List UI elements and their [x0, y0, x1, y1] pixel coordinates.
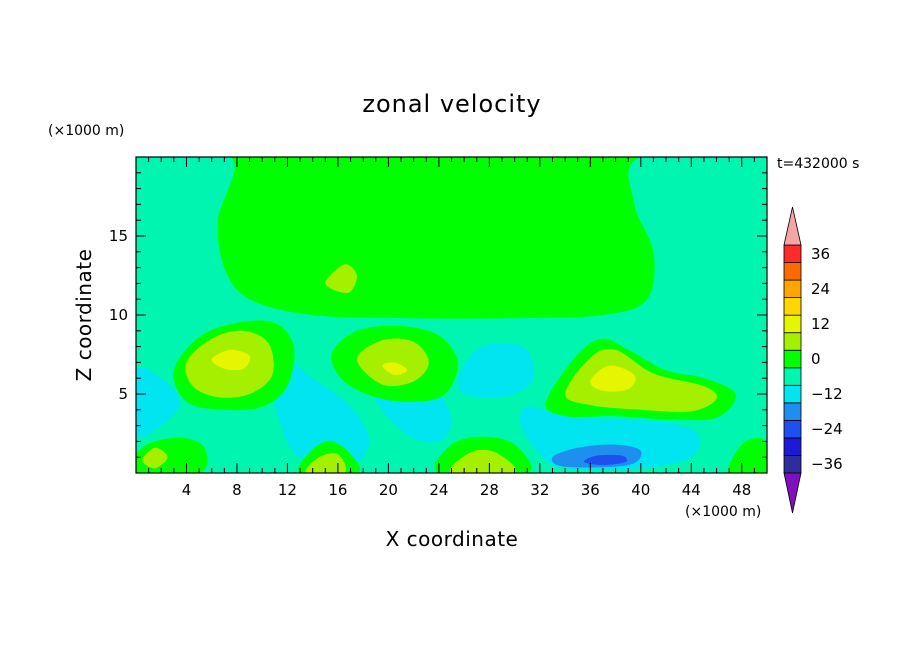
- y-tick-label: 10: [109, 306, 128, 324]
- contour-region: [590, 365, 636, 392]
- colorbar-bin: [783, 419, 802, 439]
- x-tick-label: 12: [278, 481, 297, 499]
- x-tick-label: 8: [232, 481, 242, 499]
- y-axis-ticks: 5 10 15: [109, 172, 767, 458]
- contour-region: [325, 264, 357, 294]
- x-axis-label: X coordinate: [386, 527, 519, 551]
- colorbar-bin: [783, 367, 802, 386]
- colorbar-tick-label: −36: [811, 455, 843, 473]
- colorbar-bin: [783, 455, 802, 474]
- contour-region: [142, 447, 168, 469]
- contour-region: [305, 452, 347, 473]
- colorbar-bin: [783, 314, 802, 334]
- contour-regions: [136, 157, 767, 473]
- x-tick-label: 40: [631, 481, 650, 499]
- x-tick-label: 24: [429, 481, 448, 499]
- colorbar-tick-label: 36: [811, 245, 830, 263]
- contour-region: [565, 348, 718, 413]
- x-axis-ticks: 4 8 12 16 20 24 28 32 36 40 44 48: [148, 157, 755, 499]
- colorbar-bin: [783, 384, 802, 404]
- colorbar-tick-label: 12: [811, 315, 830, 333]
- colorbar: 36 24 12 0 −12 −24 −36: [783, 206, 843, 514]
- colorbar-bin: [783, 437, 802, 456]
- x-tick-label: 16: [328, 481, 347, 499]
- contour-region: [449, 449, 517, 473]
- colorbar-bin: [783, 349, 802, 369]
- colorbar-bin: [783, 297, 802, 316]
- x-tick-label: 28: [480, 481, 499, 499]
- x-tick-label: 44: [682, 481, 701, 499]
- contour-region: [382, 362, 408, 376]
- colorbar-upper-extension: [783, 206, 802, 246]
- x-tick-label: 32: [530, 481, 549, 499]
- contour-region: [136, 366, 181, 437]
- contour-region: [726, 157, 767, 324]
- chart-title: zonal velocity: [362, 90, 541, 118]
- y-unit-label: (×1000 m): [48, 123, 124, 139]
- colorbar-tick-label: 0: [811, 350, 821, 368]
- y-tick-label: 15: [109, 227, 128, 245]
- colorbar-bin: [783, 402, 802, 421]
- colorbar-tick-label: −24: [811, 420, 843, 438]
- x-unit-label: (×1000 m): [685, 504, 761, 520]
- colorbar-lower-extension: [783, 472, 802, 514]
- colorbar-bin: [783, 279, 802, 299]
- contour-region: [583, 454, 628, 466]
- contour-region: [211, 349, 251, 371]
- x-tick-label: 20: [379, 481, 398, 499]
- plot-area: [136, 157, 767, 473]
- time-annotation: t=432000 s: [777, 156, 859, 172]
- x-tick-label: 4: [182, 481, 192, 499]
- y-axis-label: Z coordinate: [72, 249, 96, 382]
- colorbar-bin: [783, 332, 802, 351]
- colorbar-bin: [783, 262, 802, 281]
- contour-region: [728, 438, 767, 473]
- contour-region: [457, 343, 535, 398]
- x-tick-label: 36: [581, 481, 600, 499]
- colorbar-tick-label: 24: [811, 280, 830, 298]
- colorbar-tick-label: −12: [811, 385, 843, 403]
- contour-region: [274, 362, 370, 466]
- y-tick-label: 5: [118, 385, 128, 403]
- colorbar-bin: [783, 244, 802, 263]
- x-tick-label: 48: [732, 481, 751, 499]
